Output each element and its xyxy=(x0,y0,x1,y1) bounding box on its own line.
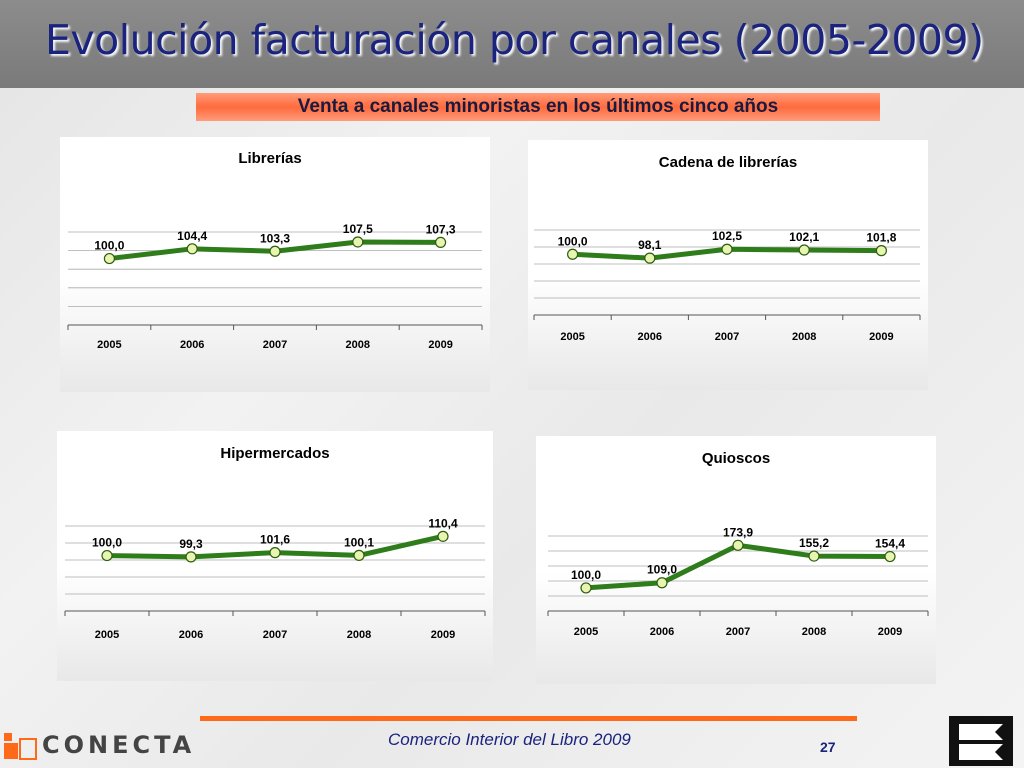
data-point xyxy=(808,550,820,562)
data-label: 100,1 xyxy=(344,535,374,549)
data-label: 103,3 xyxy=(260,231,290,245)
data-label: 100,0 xyxy=(558,234,588,248)
data-label: 100,0 xyxy=(92,536,122,550)
data-point xyxy=(269,245,281,257)
data-point xyxy=(656,577,668,589)
brand-mark-icon xyxy=(949,716,1013,766)
data-point xyxy=(721,243,733,255)
x-tick-label: 2005 xyxy=(95,629,119,641)
conecta-logo-icon xyxy=(4,733,37,760)
data-label: 107,3 xyxy=(426,222,456,236)
chart-panel-hipermercados: Hipermercados 100,0 2005 99,3 2006 101,6 2007 1… xyxy=(57,431,493,681)
x-tick-label: 2005 xyxy=(574,626,598,638)
x-tick-label: 2006 xyxy=(180,339,204,351)
data-point xyxy=(875,245,887,257)
data-point xyxy=(101,549,113,562)
title-bar: Evolución facturación por canales (2005-… xyxy=(0,0,1024,88)
subtitle-band: Venta a canales minoristas en los último… xyxy=(196,93,880,121)
footer-divider xyxy=(200,716,857,721)
chart-title: Quioscos xyxy=(702,450,770,467)
data-point xyxy=(186,243,198,255)
data-point xyxy=(352,236,364,248)
data-point xyxy=(884,550,896,563)
data-label: 102,1 xyxy=(789,230,819,244)
chart-svg: Quioscos 100,0 2005 109,0 2006 173,9 2007 155,2… xyxy=(547,450,929,638)
x-tick-label: 2006 xyxy=(638,331,662,343)
chart-panel-quioscos: Quioscos 100,0 2005 109,0 2006 173,9 2007 155,2… xyxy=(536,436,936,684)
x-tick-label: 2005 xyxy=(97,339,121,351)
chart-panel-librerias: Librerías 100,0 2005 104,4 2006 103,3 2007 107,… xyxy=(60,137,490,392)
data-point xyxy=(798,244,810,256)
chart-svg: Hipermercados 100,0 2005 99,3 2006 101,6 2007 1… xyxy=(64,445,486,641)
x-tick-label: 2008 xyxy=(792,331,816,343)
data-point xyxy=(580,582,592,594)
data-label: 100,0 xyxy=(571,568,601,582)
data-label: 107,5 xyxy=(343,222,373,236)
data-point xyxy=(566,248,579,260)
x-tick-label: 2008 xyxy=(802,626,826,638)
data-point xyxy=(103,252,116,265)
chart-svg: Cadena de librerías 100,0 2005 98,1 2006 102,… xyxy=(533,154,921,343)
x-tick-label: 2007 xyxy=(726,626,750,638)
x-tick-label: 2009 xyxy=(869,331,893,343)
data-point xyxy=(185,551,197,563)
data-point xyxy=(269,547,281,559)
data-label: 102,5 xyxy=(712,229,742,243)
data-label: 109,0 xyxy=(647,563,677,577)
chart-title: Cadena de librerías xyxy=(659,154,797,171)
chart-svg: Librerías 100,0 2005 104,4 2006 103,3 2007 107,… xyxy=(67,150,483,351)
footer-caption: Comercio Interior del Libro 2009 xyxy=(388,730,631,749)
series-line xyxy=(585,542,891,591)
x-tick-label: 2007 xyxy=(263,629,287,641)
subtitle: Venta a canales minoristas en los último… xyxy=(297,96,779,117)
x-tick-label: 2006 xyxy=(650,626,674,638)
x-tick-label: 2008 xyxy=(346,339,370,351)
data-label: 101,8 xyxy=(866,231,896,245)
data-point xyxy=(644,252,656,264)
x-tick-label: 2006 xyxy=(179,629,203,641)
x-tick-label: 2009 xyxy=(428,339,452,351)
data-label: 104,4 xyxy=(177,229,207,243)
data-label: 98,1 xyxy=(638,238,662,252)
data-label: 155,2 xyxy=(799,536,829,550)
x-tick-label: 2009 xyxy=(878,626,902,638)
x-tick-label: 2007 xyxy=(263,339,287,351)
conecta-logo-text: CONECTA xyxy=(42,731,196,759)
chart-title: Hipermercados xyxy=(220,445,329,462)
data-label: 173,9 xyxy=(723,525,753,539)
page-number: 27 xyxy=(820,739,836,755)
x-tick-label: 2007 xyxy=(715,331,739,343)
data-label: 101,6 xyxy=(260,533,290,547)
chart-title: Librerías xyxy=(238,150,301,167)
data-label: 110,4 xyxy=(428,516,458,530)
x-tick-label: 2005 xyxy=(560,331,584,343)
x-tick-label: 2009 xyxy=(431,629,455,641)
page-title: Evolución facturación por canales (2005-… xyxy=(45,16,984,64)
data-point xyxy=(353,549,365,561)
data-point xyxy=(437,530,449,542)
data-point xyxy=(435,236,447,249)
data-label: 100,0 xyxy=(94,239,124,253)
data-label: 154,4 xyxy=(875,537,905,551)
data-label: 99,3 xyxy=(179,537,203,551)
data-point xyxy=(732,539,744,551)
x-tick-label: 2008 xyxy=(347,629,371,641)
chart-panel-cadena-librerias: Cadena de librerías 100,0 2005 98,1 2006 102,… xyxy=(528,140,928,390)
